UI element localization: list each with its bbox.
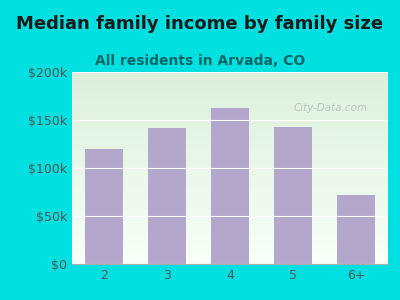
Bar: [85, 149, 122, 264]
Text: All residents in Arvada, CO: All residents in Arvada, CO: [95, 54, 305, 68]
Bar: [148, 128, 186, 264]
Text: City-Data.com: City-Data.com: [293, 103, 367, 113]
Text: Median family income by family size: Median family income by family size: [16, 15, 384, 33]
Bar: [274, 127, 312, 264]
Bar: [338, 195, 375, 264]
Bar: [211, 107, 249, 264]
